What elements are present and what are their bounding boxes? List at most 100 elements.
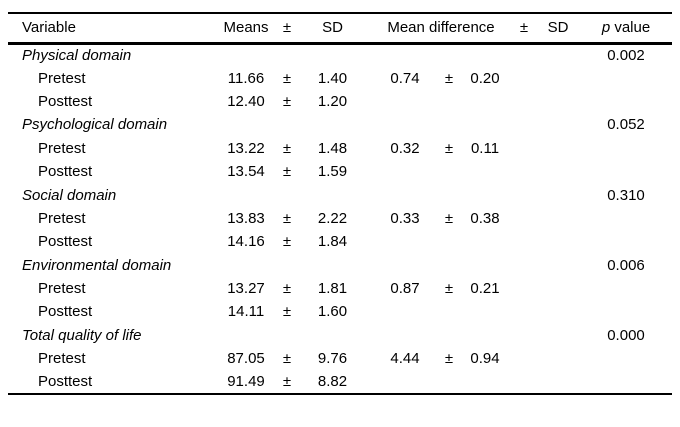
p-value-cell: 0.310 <box>607 186 645 204</box>
p-value-cell: 0.000 <box>607 326 645 344</box>
col-header-sd-1: SD <box>295 13 370 45</box>
sd-cell: 1.84 <box>317 233 348 251</box>
md-sd-cell: 0.21 <box>470 280 500 298</box>
results-table: Variable Means ± SD Mean difference ± SD… <box>8 12 672 395</box>
table-row: Posttest 12.40 ± 1.20 <box>8 90 672 113</box>
empty-cell <box>213 324 580 347</box>
row-label: Posttest <box>38 163 93 181</box>
empty-cell <box>512 207 536 230</box>
row-label: Posttest <box>38 303 93 321</box>
md-plusminus-cell <box>440 90 458 113</box>
md-sd-cell <box>458 230 512 253</box>
table-row: Pretest 13.27 ± 1.81 0.87 ± 0.21 <box>8 277 672 300</box>
empty-cell <box>536 66 580 89</box>
p-value-word: value <box>610 19 651 37</box>
mean-cell: 12.40 <box>227 92 265 110</box>
empty-cell <box>512 160 536 183</box>
mean-difference-cell <box>370 90 440 113</box>
md-sd-cell: 0.11 <box>470 139 500 157</box>
col-header-plusminus-2: ± <box>512 13 536 45</box>
table-row: Pretest 13.22 ± 1.48 0.32 ± 0.11 <box>8 137 672 160</box>
table-row: Posttest 14.11 ± 1.60 <box>8 300 672 323</box>
md-plusminus-cell: ± <box>444 209 454 227</box>
table-row: Posttest 91.49 ± 8.82 <box>8 370 672 393</box>
mean-difference-cell: 0.33 <box>390 209 420 227</box>
col-header-plusminus-1: ± <box>279 13 295 45</box>
col-header-p-value: p value <box>580 13 672 45</box>
empty-cell <box>536 160 580 183</box>
empty-cell <box>536 277 580 300</box>
mean-difference-cell <box>370 300 440 323</box>
plusminus-cell: ± <box>282 350 292 368</box>
empty-cell <box>512 347 536 370</box>
col-header-mean-difference: Mean difference <box>370 13 512 45</box>
empty-cell <box>580 90 672 113</box>
empty-cell <box>580 277 672 300</box>
empty-cell <box>536 370 580 393</box>
plusminus-cell: ± <box>282 233 292 251</box>
mean-cell: 11.66 <box>227 69 265 87</box>
domain-label: Social domain <box>22 186 117 204</box>
row-label: Pretest <box>38 280 86 298</box>
empty-cell <box>580 207 672 230</box>
row-label: Posttest <box>38 92 93 110</box>
mean-difference-cell: 0.32 <box>390 139 420 157</box>
plusminus-cell: ± <box>282 163 292 181</box>
md-sd-cell: 0.38 <box>470 209 500 227</box>
sd-cell: 1.48 <box>317 139 348 157</box>
sd-cell: 1.81 <box>317 280 348 298</box>
sd-cell: 9.76 <box>317 350 348 368</box>
empty-cell <box>580 370 672 393</box>
plusminus-cell: ± <box>282 92 292 110</box>
domain-row: Social domain 0.310 <box>8 183 672 206</box>
md-plusminus-cell: ± <box>444 139 454 157</box>
plusminus-cell: ± <box>282 303 292 321</box>
sd-cell: 1.20 <box>317 92 348 110</box>
empty-cell <box>536 300 580 323</box>
mean-difference-cell: 0.74 <box>390 69 420 87</box>
mean-cell: 13.22 <box>227 139 265 157</box>
md-plusminus-cell: ± <box>444 280 454 298</box>
mean-difference-cell <box>370 160 440 183</box>
sd-cell: 8.82 <box>317 373 348 391</box>
md-plusminus-cell <box>440 370 458 393</box>
md-sd-cell <box>458 90 512 113</box>
domain-label: Physical domain <box>22 46 132 64</box>
header-row: Variable Means ± SD Mean difference ± SD… <box>8 13 672 45</box>
md-sd-cell: 0.20 <box>470 69 500 87</box>
mean-difference-cell: 4.44 <box>390 350 420 368</box>
md-sd-cell <box>458 300 512 323</box>
empty-cell <box>213 113 580 136</box>
empty-cell <box>536 347 580 370</box>
empty-cell <box>512 90 536 113</box>
domain-row: Psychological domain 0.052 <box>8 113 672 136</box>
p-value-cell: 0.002 <box>607 46 645 64</box>
mean-difference-cell <box>370 230 440 253</box>
mean-cell: 13.54 <box>227 163 265 181</box>
sd-cell: 1.40 <box>317 69 348 87</box>
md-sd-cell <box>458 160 512 183</box>
table-row: Pretest 87.05 ± 9.76 4.44 ± 0.94 <box>8 347 672 370</box>
empty-cell <box>536 90 580 113</box>
mean-difference-cell: 0.87 <box>390 280 420 298</box>
empty-cell <box>580 66 672 89</box>
table-row: Pretest 13.83 ± 2.22 0.33 ± 0.38 <box>8 207 672 230</box>
empty-cell <box>512 300 536 323</box>
md-sd-cell: 0.94 <box>470 350 500 368</box>
p-value-cell: 0.006 <box>607 256 645 274</box>
row-label: Pretest <box>38 209 86 227</box>
row-label: Posttest <box>38 233 93 251</box>
plusminus-cell: ± <box>282 209 292 227</box>
md-plusminus-cell <box>440 300 458 323</box>
col-header-sd-2: SD <box>536 13 580 45</box>
empty-cell <box>580 160 672 183</box>
plusminus-cell: ± <box>282 280 292 298</box>
empty-cell <box>580 347 672 370</box>
domain-label: Psychological domain <box>22 116 168 134</box>
domain-label: Total quality of life <box>22 326 142 344</box>
row-label: Posttest <box>38 373 93 391</box>
p-value-cell: 0.052 <box>607 116 645 134</box>
plusminus-cell: ± <box>282 139 292 157</box>
domain-row: Environmental domain 0.006 <box>8 254 672 277</box>
md-plusminus-cell: ± <box>444 350 454 368</box>
